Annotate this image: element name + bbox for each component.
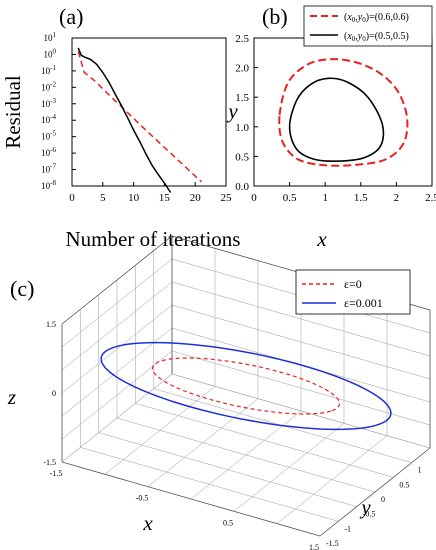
panel-c: (c) -1.5-0.50.51.5-1.5-1-0.500.511.51.50… [7,235,431,550]
panel-b-legend-box [303,5,433,47]
c-ztick-label: -1.5 [43,458,56,467]
a-ytick-label: 10-8 [41,179,56,191]
b-ytick-label: 2.0 [235,63,249,75]
a-series-solid-line [77,47,172,193]
legend-entry-eps001: ε=0.001 [344,296,383,310]
panel-a-xlabel: Number of iterations [66,227,241,251]
panel-a-lines [77,47,202,193]
panel-b-lines [278,58,409,167]
c-leftwall-grid-z [61,258,173,348]
a-xtick-label: 5 [100,192,106,204]
panel-c-label: (c) [10,276,34,301]
c-xtick-label: -1.5 [50,469,63,478]
panel-b: (b) 0 0.5 1 1.5 2 2.5 0.0 0.5 1.0 1.5 2.0 2.5 x y (… [226,4,436,251]
c-floor-grid-y [135,403,394,478]
panel-c-legend-box [295,269,411,315]
a-ytick-label: 10-1 [41,64,56,76]
panel-c-lines [100,341,392,431]
a-xtick-label: 0 [69,192,75,204]
panel-a: (a) 0 5 10 15 20 25 101 100 10-1 10-2 10-3 10-4 10-5… [1,4,240,251]
a-ytick-label: 10-3 [41,97,56,109]
a-ytick-label: 101 [44,31,57,43]
b-ytick-label: 1.0 [235,122,249,134]
panel-a-ticks: 0 5 10 15 20 25 101 100 10-1 10-2 10-3 10-4 10-5 10-6… [41,31,232,204]
b-xtick-label: 1.5 [354,192,368,204]
a-xtick-label: 20 [190,192,202,204]
legend-entry-1: (x0,y0)=(0.6,0.6) [344,12,409,24]
panel-a-label: (a) [59,4,83,29]
a-xtick-label: 10 [128,192,140,204]
c-ytick-label: -0.5 [363,510,376,519]
legend-entry-2: (x0,y0)=(0.5,0.5) [344,31,409,43]
panel-c-ylabel: y [359,495,371,519]
panel-b-legend: (x0,y0)=(0.6,0.6) (x0,y0)=(0.5,0.5) [303,5,433,47]
c-box-edge [61,235,173,325]
b-xtick-label: 1 [322,192,328,204]
c-box-edge [319,447,431,537]
a-ytick-label: 10-7 [41,163,56,175]
c-ytick-label: 0.5 [399,480,409,489]
b-ytick-label: 0.5 [235,151,249,163]
a-ytick-label: 100 [44,47,57,59]
c-circle-solid-line [100,341,392,431]
panel-b-ticks: 0 0.5 1 1.5 2 2.5 0.0 0.5 1.0 1.5 2.0 2.5 [235,33,436,204]
b-ytick-label: 2.5 [235,33,249,45]
b-ytick-label: 0.0 [235,181,249,193]
c-xtick-label: 0.5 [223,518,233,527]
c-floor-grid-y [171,373,431,449]
c-xtick-label: 1.5 [309,543,319,550]
panel-b-xlabel: x [316,227,327,251]
c-ytick-label: -1.5 [326,539,339,548]
c-ztick-label: 0 [52,389,56,398]
c-ytick-label: -1 [344,524,351,533]
c-ztick-label: 1.5 [46,320,56,329]
a-xtick-label: 15 [159,192,171,204]
panel-c-legend: ε=0 ε=0.001 [295,269,411,315]
b-xtick-label: 2 [394,192,400,204]
a-ytick-label: 10-6 [41,146,56,158]
a-ytick-label: 10-2 [41,80,56,92]
panel-a-ylabel: Residual [1,75,25,149]
panel-c-xlabel: x [142,511,153,535]
c-ytick-label: 0 [381,495,385,504]
a-ytick-label: 10-4 [41,113,56,125]
legend-entry-eps0: ε=0 [344,277,362,291]
a-series-dashed-line [77,51,202,183]
panel-c-ticks: -1.5-0.50.51.5-1.5-1-0.500.511.51.50-1.5 [43,320,422,550]
b-xtick-label: 2.5 [425,192,436,204]
a-ytick-label: 10-5 [41,130,56,142]
c-xtick-label: -0.5 [136,494,149,503]
panel-b-label: (b) [262,4,288,29]
a-xtick-label: 25 [221,192,233,204]
b-ytick-label: 1.5 [235,92,249,104]
c-ytick-label: 1 [418,466,422,475]
c-circle-dashed-line [151,357,341,415]
c-box-edge [61,461,321,537]
b-orbit-solid-line [288,77,385,163]
panel-b-ylabel: y [226,99,238,123]
b-xtick-label: 0 [251,192,257,204]
panel-c-zlabel: z [7,385,16,409]
panel-a-axes-frame [71,37,227,187]
b-xtick-label: 0.5 [283,192,297,204]
b-orbit-dashed-line [278,58,409,167]
